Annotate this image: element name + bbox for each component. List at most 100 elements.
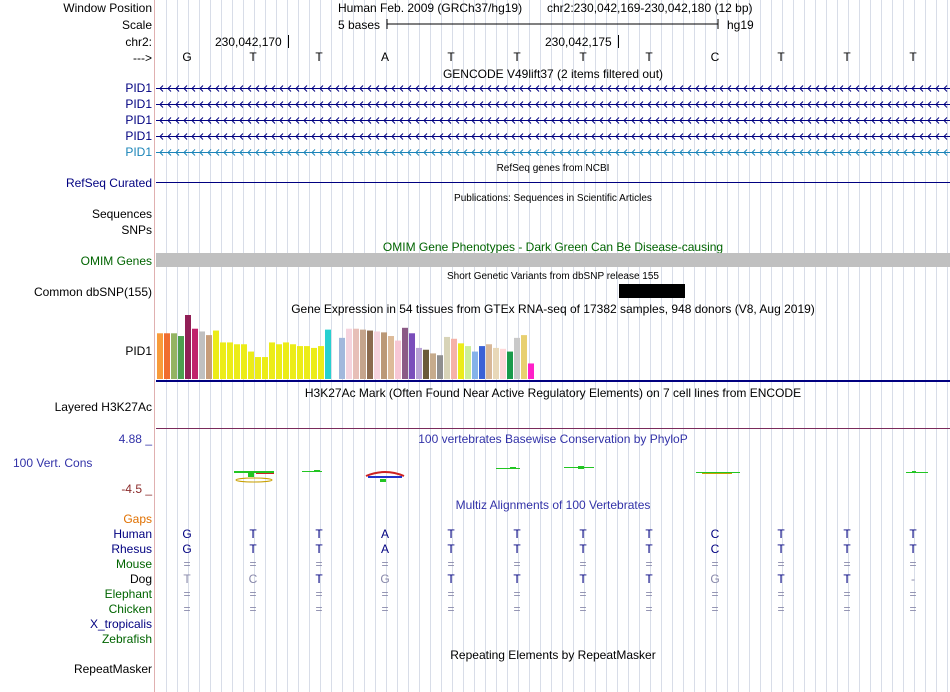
gtex-tissue-bar[interactable]	[213, 330, 219, 379]
gaps-label[interactable]: Gaps	[123, 512, 152, 526]
gtex-tissue-bar[interactable]	[339, 337, 345, 379]
gtex-bar-chart[interactable]	[156, 315, 950, 383]
gtex-tissue-bar[interactable]	[507, 351, 513, 379]
gtex-tissue-bar[interactable]	[346, 328, 352, 379]
refseq-curated-label[interactable]: RefSeq Curated	[65, 176, 152, 190]
position-readout[interactable]: chr2:230,042,169-230,042,180 (12 bp)	[547, 1, 753, 15]
gtex-tissue-bar[interactable]	[395, 340, 401, 379]
gencode-item-label[interactable]: PID1	[125, 97, 152, 111]
phylop-conservation-plot[interactable]	[156, 460, 950, 490]
species-label-mouse[interactable]: Mouse	[115, 557, 152, 571]
gtex-tissue-bar[interactable]	[276, 344, 282, 379]
snp-variant-block[interactable]	[619, 284, 685, 298]
gtex-tissue-bar[interactable]	[479, 346, 485, 379]
gencode-item-label[interactable]: PID1	[125, 145, 152, 159]
common-dbsnp-label[interactable]: Common dbSNP(155)	[33, 285, 152, 299]
pubs-track-title[interactable]: Publications: Sequences in Scientific Ar…	[454, 193, 652, 204]
gtex-tissue-bar[interactable]	[416, 347, 422, 379]
gene-model-pid1[interactable]	[156, 132, 950, 141]
gtex-tissue-bar[interactable]	[255, 357, 261, 379]
gtex-tissue-bar[interactable]	[248, 351, 254, 379]
gtex-tissue-bar[interactable]	[192, 328, 198, 379]
refseq-gene-line[interactable]	[156, 182, 950, 183]
gtex-tissue-bar[interactable]	[241, 344, 247, 379]
repeatmasker-track-title[interactable]: Repeating Elements by RepeatMasker	[450, 648, 656, 662]
h3k27ac-track-title[interactable]: H3K27Ac Mark (Often Found Near Active Re…	[304, 386, 802, 400]
alignment-base: =	[381, 587, 389, 601]
phylop-track-title[interactable]: 100 vertebrates Basewise Conservation by…	[418, 432, 688, 446]
species-label-zebrafish[interactable]: Zebrafish	[101, 632, 152, 646]
gtex-tissue-bar[interactable]	[521, 335, 527, 379]
gencode-track-title[interactable]: GENCODE V49lift37 (2 items filtered out)	[442, 67, 664, 81]
gtex-tissue-bar[interactable]	[423, 349, 429, 379]
gtex-tissue-bar[interactable]	[381, 332, 387, 379]
species-label-rhesus[interactable]: Rhesus	[111, 542, 152, 556]
gtex-pid1-label[interactable]: PID1	[125, 344, 152, 358]
gtex-tissue-bar[interactable]	[458, 343, 464, 379]
gtex-tissue-bar[interactable]	[290, 344, 296, 379]
dbsnp-track-title[interactable]: Short Genetic Variants from dbSNP releas…	[447, 271, 659, 282]
gtex-tissue-bar[interactable]	[451, 338, 457, 379]
gtex-tissue-bar[interactable]	[409, 333, 415, 379]
gtex-tissue-bar[interactable]	[304, 346, 310, 379]
gtex-tissue-bar[interactable]	[171, 333, 177, 379]
gtex-tissue-bar[interactable]	[269, 342, 275, 379]
gtex-tissue-bar[interactable]	[318, 346, 324, 379]
gtex-tissue-bar[interactable]	[178, 336, 184, 379]
gtex-tissue-bar[interactable]	[157, 333, 163, 379]
species-label-elephant[interactable]: Elephant	[104, 587, 152, 601]
gene-model-pid1[interactable]	[156, 148, 950, 157]
gtex-tissue-bar[interactable]	[164, 333, 170, 379]
gtex-tissue-bar[interactable]	[262, 357, 268, 379]
vert-cons-label[interactable]: 100 Vert. Cons	[13, 456, 93, 470]
sequences-label[interactable]: Sequences	[91, 207, 152, 221]
gtex-tissue-bar[interactable]	[500, 348, 506, 379]
gtex-tissue-bar[interactable]	[514, 337, 520, 379]
gtex-tissue-bar[interactable]	[528, 363, 534, 379]
gtex-tissue-bar[interactable]	[220, 342, 226, 379]
gtex-tissue-bar[interactable]	[297, 346, 303, 379]
gtex-tissue-bar[interactable]	[360, 329, 366, 379]
gtex-tissue-bar[interactable]	[465, 346, 471, 379]
track-divider	[154, 0, 155, 692]
base: T	[249, 50, 257, 64]
gtex-tissue-bar[interactable]	[437, 355, 443, 379]
species-label-chicken[interactable]: Chicken	[108, 602, 152, 616]
repeatmasker-label[interactable]: RepeatMasker	[73, 662, 152, 676]
omim-gene-bar[interactable]	[156, 253, 950, 267]
gtex-tissue-bar[interactable]	[234, 344, 240, 379]
gene-model-pid1[interactable]	[156, 84, 950, 93]
gtex-tissue-bar[interactable]	[311, 347, 317, 379]
gencode-item-label[interactable]: PID1	[125, 81, 152, 95]
gtex-tissue-bar[interactable]	[493, 347, 499, 379]
refseq-track-title[interactable]: RefSeq genes from NCBI	[496, 163, 610, 174]
multiz-track-title[interactable]: Multiz Alignments of 100 Vertebrates	[455, 498, 651, 512]
gtex-tissue-bar[interactable]	[325, 329, 331, 379]
gtex-tissue-bar[interactable]	[206, 335, 212, 379]
gtex-tissue-bar[interactable]	[353, 328, 359, 379]
snps-label[interactable]: SNPs	[121, 223, 152, 237]
gtex-tissue-bar[interactable]	[199, 331, 205, 379]
species-label-dog[interactable]: Dog	[129, 572, 152, 586]
gene-model-pid1[interactable]	[156, 100, 950, 109]
omim-genes-label[interactable]: OMIM Genes	[80, 254, 152, 268]
gtex-tissue-bar[interactable]	[185, 315, 191, 379]
layered-h3k27ac-label[interactable]: Layered H3K27Ac	[54, 400, 152, 414]
gtex-tissue-bar[interactable]	[374, 331, 380, 379]
gencode-item-label[interactable]: PID1	[125, 129, 152, 143]
gtex-tissue-bar[interactable]	[367, 330, 373, 379]
gtex-tissue-bar[interactable]	[283, 342, 289, 379]
gencode-item-label[interactable]: PID1	[125, 113, 152, 127]
gtex-track-title[interactable]: Gene Expression in 54 tissues from GTEx …	[291, 302, 815, 316]
gene-model-pid1[interactable]	[156, 116, 950, 125]
gtex-tissue-bar[interactable]	[472, 351, 478, 379]
species-label-human[interactable]: Human	[113, 527, 152, 541]
gtex-tissue-bar[interactable]	[388, 336, 394, 379]
gtex-tissue-bar[interactable]	[402, 327, 408, 379]
gtex-tissue-bar[interactable]	[486, 344, 492, 379]
gtex-tissue-bar[interactable]	[430, 353, 436, 379]
species-label-x-tropicalis[interactable]: X_tropicalis	[89, 617, 152, 631]
omim-track-title[interactable]: OMIM Gene Phenotypes - Dark Green Can Be…	[382, 240, 724, 254]
gtex-tissue-bar[interactable]	[227, 342, 233, 379]
gtex-tissue-bar[interactable]	[444, 336, 450, 379]
